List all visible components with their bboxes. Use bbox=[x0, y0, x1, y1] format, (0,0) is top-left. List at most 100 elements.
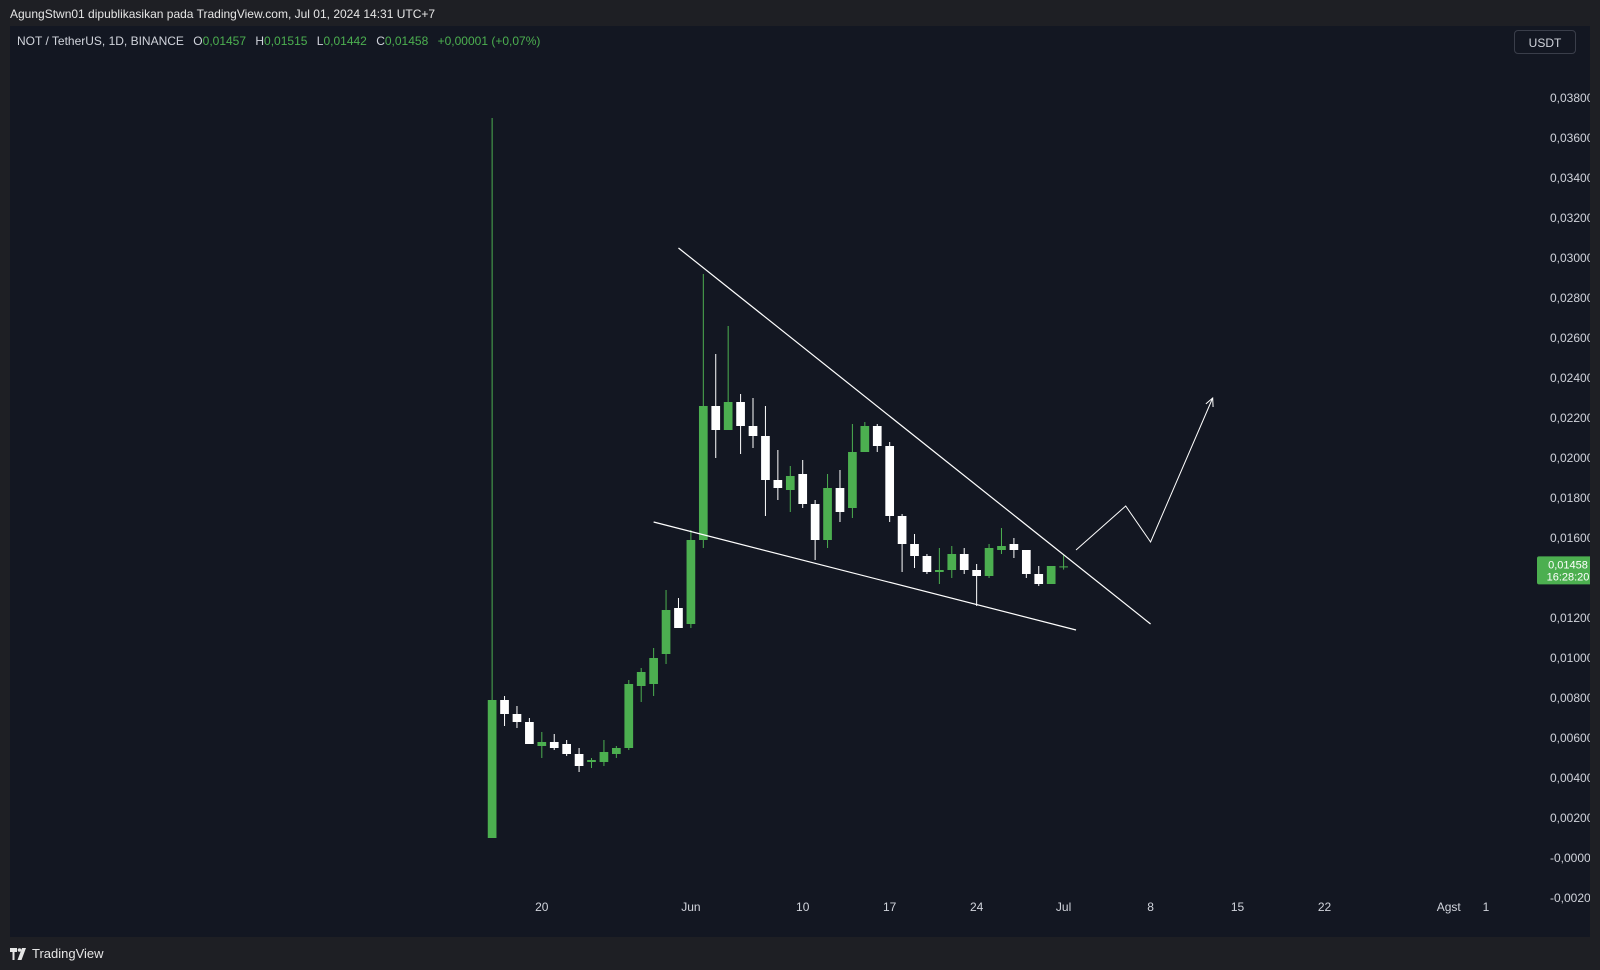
candle-body bbox=[798, 474, 808, 504]
candle-body bbox=[761, 436, 770, 480]
candle-body bbox=[1059, 566, 1068, 568]
candle-body bbox=[810, 504, 820, 540]
candle-body bbox=[872, 426, 882, 446]
open-label: O bbox=[193, 34, 203, 48]
candle-body bbox=[835, 488, 845, 512]
footer-bar: TradingView bbox=[0, 937, 1600, 970]
x-tick-label: 17 bbox=[883, 900, 897, 914]
candle-body bbox=[562, 744, 572, 754]
price-tag-value: 0,01458 bbox=[1548, 559, 1588, 571]
candle-body bbox=[910, 544, 919, 556]
x-tick-label: 1 bbox=[1483, 900, 1490, 914]
candle-body bbox=[959, 554, 969, 570]
y-tick-label: 0,01600 bbox=[1550, 531, 1590, 545]
attribution-bar: AgungStwn01 dipublikasikan pada TradingV… bbox=[0, 0, 1600, 26]
candle-body bbox=[487, 700, 497, 838]
candle-body bbox=[848, 452, 857, 508]
candle-body bbox=[773, 480, 783, 488]
low-label: L bbox=[316, 34, 324, 48]
x-tick-label: Jul bbox=[1056, 900, 1071, 914]
x-tick-label: 22 bbox=[1318, 900, 1332, 914]
candle-body bbox=[674, 608, 683, 628]
y-tick-label: 0,02200 bbox=[1550, 411, 1590, 425]
candle-body bbox=[549, 742, 559, 748]
candle-body bbox=[823, 488, 832, 540]
trendline bbox=[678, 247, 1151, 625]
tradingview-logo-icon bbox=[10, 947, 26, 960]
tradingview-brand[interactable]: TradingView bbox=[10, 946, 104, 961]
trendline bbox=[653, 521, 1077, 631]
candle-body bbox=[897, 516, 907, 544]
candle-body bbox=[972, 570, 981, 576]
y-tick-label: 0,00400 bbox=[1550, 771, 1590, 785]
y-tick-label: 0,02000 bbox=[1550, 451, 1590, 465]
low-value: 0,01442 bbox=[323, 34, 367, 48]
x-tick-label: 15 bbox=[1231, 900, 1245, 914]
candle-body bbox=[636, 672, 646, 686]
candle-body bbox=[748, 426, 758, 436]
candle-body bbox=[500, 700, 509, 714]
y-tick-label: 0,03800 bbox=[1550, 91, 1590, 105]
price-tag-countdown: 16:28:20 bbox=[1547, 571, 1590, 583]
candle-body bbox=[736, 402, 745, 426]
y-tick-label: 0,03400 bbox=[1550, 171, 1590, 185]
y-tick-label: 0,00200 bbox=[1550, 811, 1590, 825]
y-tick-label: 0,02800 bbox=[1550, 291, 1590, 305]
high-label: H bbox=[255, 34, 265, 48]
candle-body bbox=[947, 554, 957, 570]
x-tick-label: 20 bbox=[535, 900, 549, 914]
candle-body bbox=[984, 548, 994, 576]
currency-button[interactable]: USDT bbox=[1514, 30, 1576, 54]
change-value: +0,00001 (+0,07%) bbox=[437, 34, 541, 48]
candle-body bbox=[1009, 544, 1019, 550]
candle-body bbox=[661, 610, 671, 654]
candle-body bbox=[686, 540, 696, 624]
candle-body bbox=[785, 476, 795, 490]
candle-body bbox=[537, 742, 547, 746]
candle-body bbox=[723, 402, 733, 430]
x-tick-label: 10 bbox=[796, 900, 810, 914]
candle-body bbox=[1046, 566, 1056, 584]
price-chart[interactable]: 0,03800 0,03600 0,03400 0,03200 0,03000 0,028… bbox=[10, 26, 1590, 937]
y-tick-label: 0,01000 bbox=[1550, 651, 1590, 665]
candle-body bbox=[649, 658, 658, 684]
y-tick-label: 0,01200 bbox=[1550, 611, 1590, 625]
candle-body bbox=[1021, 550, 1031, 574]
candle-body bbox=[922, 556, 932, 572]
y-tick-label: 0,03600 bbox=[1550, 131, 1590, 145]
candle-body bbox=[1034, 574, 1044, 584]
x-tick-label: Jun bbox=[681, 900, 700, 914]
x-tick-label: 24 bbox=[970, 900, 984, 914]
candle-body bbox=[885, 446, 895, 516]
y-tick-label: 0,02600 bbox=[1550, 331, 1590, 345]
chart-panel[interactable]: 0,03800 0,03600 0,03400 0,03200 0,03000 0,028… bbox=[10, 26, 1590, 937]
y-tick-label: -0,00000 bbox=[1550, 851, 1590, 865]
candle-body bbox=[587, 760, 596, 762]
candle-body bbox=[997, 546, 1006, 550]
y-tick-label: 0,01800 bbox=[1550, 491, 1590, 505]
candle-body bbox=[935, 570, 944, 572]
x-tick-label: 8 bbox=[1147, 900, 1154, 914]
projection-arrowhead bbox=[1205, 396, 1214, 408]
candle-body bbox=[512, 714, 522, 722]
price-tag bbox=[1537, 556, 1590, 585]
close-label: C bbox=[376, 34, 385, 48]
open-value: 0,01457 bbox=[202, 34, 247, 48]
publish-credit: AgungStwn01 dipublikasikan pada TradingV… bbox=[10, 7, 436, 21]
brand-name: TradingView bbox=[32, 946, 104, 961]
symbol-label: NOT / TetherUS, 1D, BINANCE bbox=[17, 34, 184, 48]
ohlc-legend: NOT / TetherUS, 1D, BINANCE O0,01457 H 0,… bbox=[17, 34, 540, 48]
y-tick-label: 0,02400 bbox=[1550, 371, 1590, 385]
candle-body bbox=[860, 426, 870, 452]
projection-path bbox=[1075, 397, 1214, 551]
candle-body bbox=[599, 752, 609, 762]
candle-body bbox=[711, 406, 721, 430]
x-tick-label: Agst bbox=[1437, 900, 1462, 914]
candle-body bbox=[525, 722, 534, 744]
y-tick-label: -0,00200 bbox=[1550, 891, 1590, 905]
candle-body bbox=[698, 406, 708, 540]
y-tick-label: 0,00800 bbox=[1550, 691, 1590, 705]
candle-body bbox=[624, 684, 634, 748]
y-tick-label: 0,03000 bbox=[1550, 251, 1590, 265]
y-tick-label: 0,03200 bbox=[1550, 211, 1590, 225]
